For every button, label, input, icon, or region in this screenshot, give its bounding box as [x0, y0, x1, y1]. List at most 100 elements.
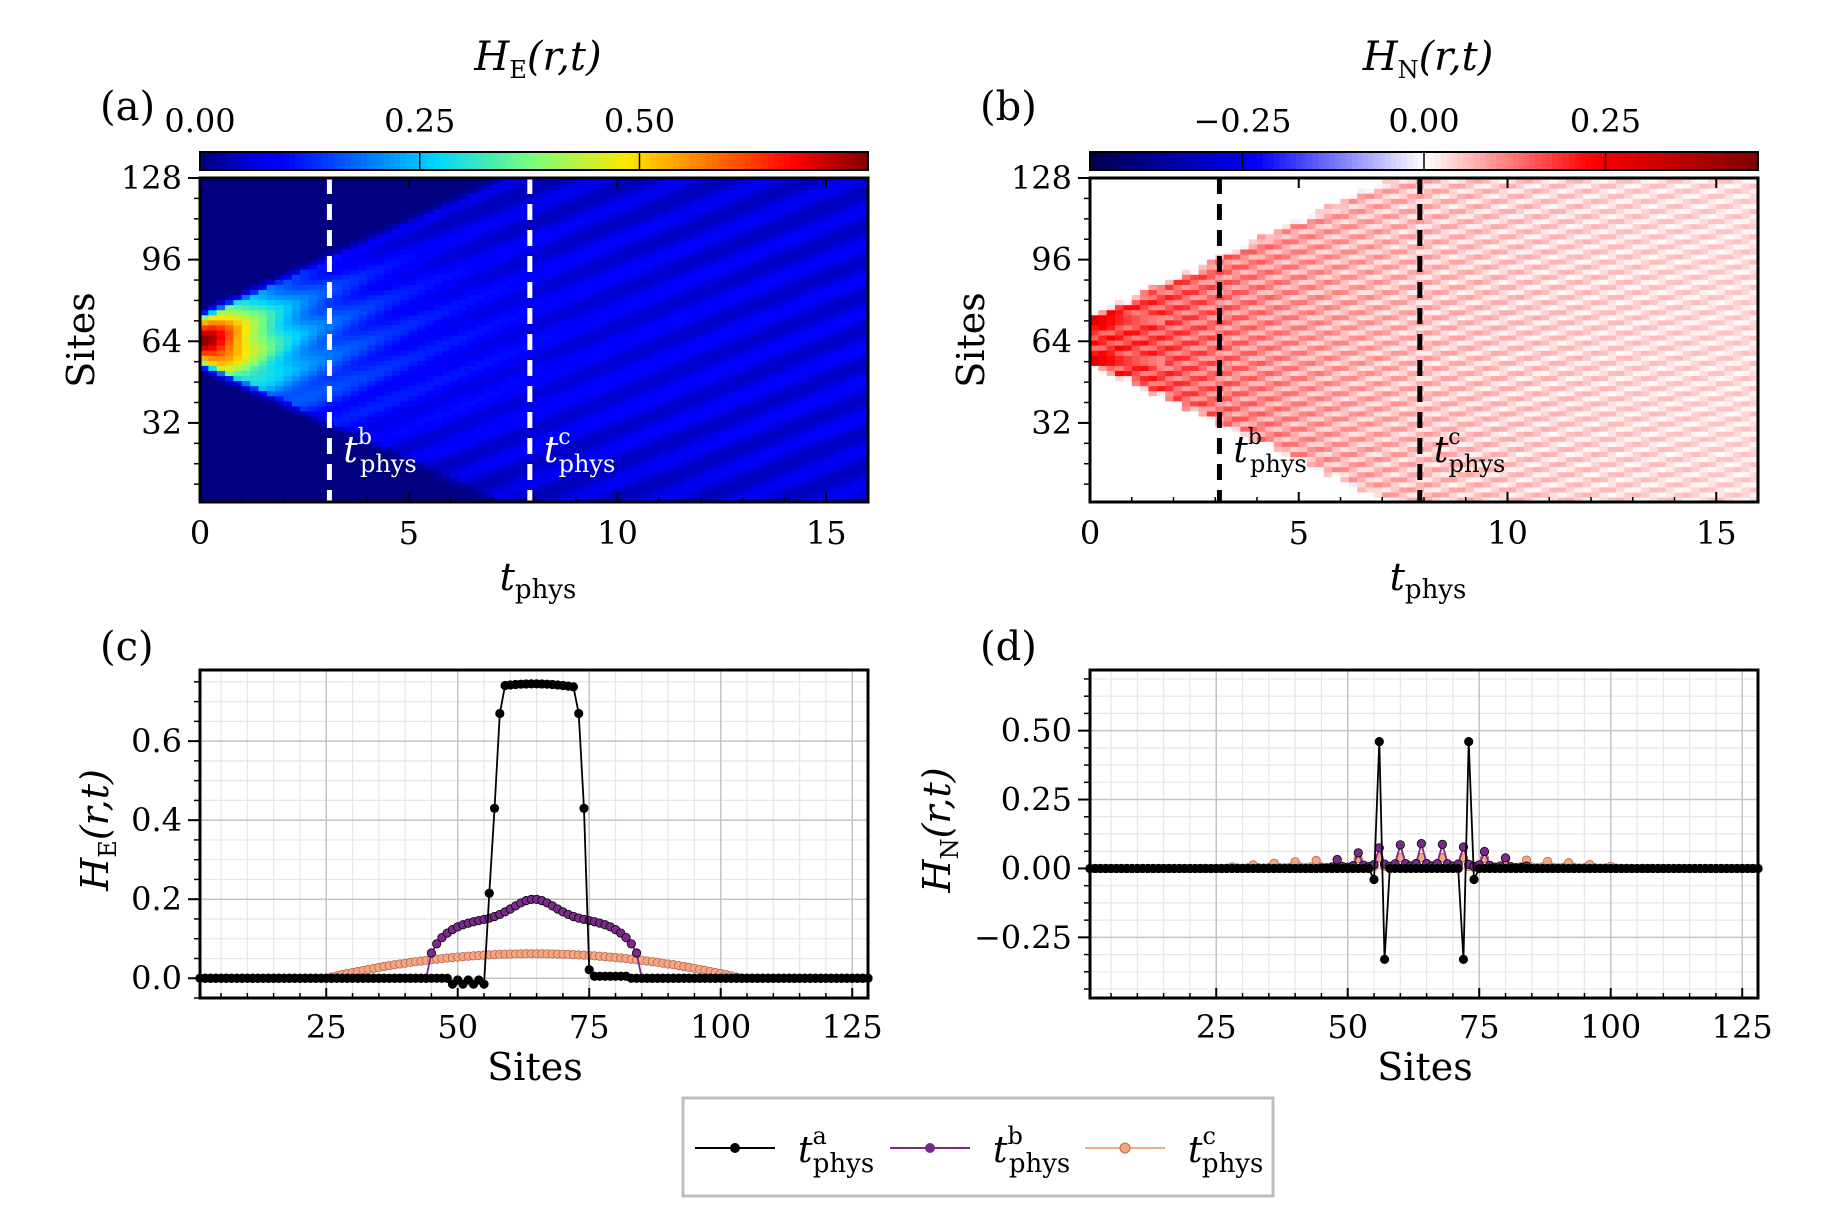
heatmap-a-cell [300, 253, 310, 260]
heatmap-a-cell [425, 198, 435, 204]
heatmap-a-cell [325, 431, 335, 437]
heatmap-a-cell [283, 238, 293, 245]
heatmap-a-cell [383, 183, 393, 189]
heatmap-a-cell [784, 233, 794, 240]
heatmap-a-cell [358, 274, 368, 280]
heatmap-a-cell [542, 203, 552, 209]
heatmap-a-cell [534, 415, 543, 422]
heatmap-a-cell [826, 446, 836, 452]
heatmap-a-cell [776, 421, 786, 427]
heatmap-a-cell [283, 370, 293, 377]
heatmap-a-cell [659, 259, 669, 265]
heatmap-a-cell [383, 441, 393, 447]
heatmap-a-cell [216, 294, 226, 301]
heatmap-a-cell [475, 188, 485, 194]
heatmap-a-cell [383, 334, 393, 341]
colorbar-a-segment [589, 152, 596, 170]
heatmap-a-cell [751, 496, 761, 503]
heatmap-a-cell [617, 436, 627, 442]
heatmap-a-cell [408, 329, 418, 336]
heatmap-a-cell [216, 183, 226, 189]
heatmap-a-cell [417, 441, 427, 447]
heatmap-a-cell [467, 456, 477, 463]
heatmap-a-cell [584, 309, 594, 316]
heatmap-a-cell [350, 340, 360, 346]
heatmap-a-cell [350, 466, 360, 473]
heatmap-a-cell [458, 365, 468, 371]
heatmap-a-cell [408, 365, 418, 371]
heatmap-a-cell [625, 334, 635, 341]
heatmap-a-cell [250, 319, 260, 326]
heatmap-a-cell [400, 400, 410, 407]
heatmap-a-cell [492, 436, 502, 442]
heatmap-a-cell [817, 350, 827, 356]
heatmap-a-cell [383, 481, 393, 488]
heatmap-a-cell [483, 421, 493, 427]
heatmap-a-cell [508, 476, 518, 483]
heatmap-a-cell [717, 461, 727, 468]
heatmap-a-cell [275, 481, 285, 488]
heatmap-a-cell [609, 213, 619, 220]
heatmap-a-cell [734, 451, 744, 458]
heatmap-a-cell [508, 415, 518, 422]
heatmap-a-cell [483, 441, 493, 447]
heatmap-a-cell [333, 405, 343, 412]
heatmap-a-cell [500, 314, 510, 321]
heatmap-a-cell [517, 213, 527, 220]
heatmap-a-cell [425, 481, 435, 488]
heatmap-a-cell [208, 395, 218, 402]
heatmap-a-cell [291, 385, 301, 392]
heatmap-a-cell [567, 228, 577, 235]
heatmap-a-cell [442, 233, 452, 240]
heatmap-a-cell [575, 324, 585, 331]
heatmap-a-cell [542, 299, 552, 306]
heatmap-a-cell [283, 228, 293, 235]
heatmap-a-cell [559, 340, 568, 346]
heatmap-a-cell [325, 426, 335, 432]
heatmap-a-cell [258, 259, 268, 265]
heatmap-a-cell [400, 309, 410, 316]
heatmap-a-cell [475, 390, 485, 397]
heatmap-a-cell [266, 279, 276, 285]
heatmap-a-cell [408, 243, 418, 250]
heatmap-a-cell [508, 289, 518, 296]
heatmap-a-cell [250, 496, 260, 503]
heatmap-a-cell [734, 380, 744, 387]
heatmap-a-cell [534, 436, 543, 442]
heatmap-a-cell [609, 218, 619, 225]
heatmap-a-cell [492, 466, 502, 473]
heatmap-a-cell [291, 390, 301, 397]
heatmap-a-cell [300, 365, 310, 371]
heatmap-a-cell [550, 451, 560, 458]
heatmap-a-cell [692, 238, 702, 245]
heatmap-a-cell [559, 223, 568, 230]
heatmap-a-cell [675, 491, 685, 498]
heatmap-a-cell [233, 446, 243, 452]
heatmap-a-cell [667, 329, 677, 336]
heatmap-a-cell [801, 289, 811, 296]
heatmap-a-cell [500, 188, 510, 194]
heatmap-a-cell [225, 466, 234, 473]
heatmap-a-cell [225, 415, 234, 422]
heatmap-a-cell [367, 486, 376, 493]
heatmap-a-cell [433, 370, 443, 377]
heatmap-a-cell [550, 426, 560, 432]
heatmap-a-cell [609, 319, 619, 326]
heatmap-a-cell [517, 329, 527, 336]
heatmap-a-cell [367, 471, 376, 478]
heatmap-a-cell [592, 228, 602, 235]
heatmap-a-cell [233, 390, 243, 397]
heatmap-a-cell [417, 183, 427, 189]
heatmap-a-cell [659, 486, 669, 493]
heatmap-a-cell [350, 299, 360, 306]
colorbar-a-segment [751, 152, 758, 170]
heatmap-a-cell [742, 279, 752, 285]
heatmap-a-cell [767, 441, 777, 447]
heatmap-a-cell [458, 193, 468, 199]
heatmap-a-cell [809, 481, 819, 488]
heatmap-a-cell [759, 405, 769, 412]
heatmap-a-cell [709, 350, 719, 356]
heatmap-a-cell [283, 340, 293, 346]
colorbar-a-segment [361, 152, 368, 170]
heatmap-a-cell [375, 395, 385, 402]
